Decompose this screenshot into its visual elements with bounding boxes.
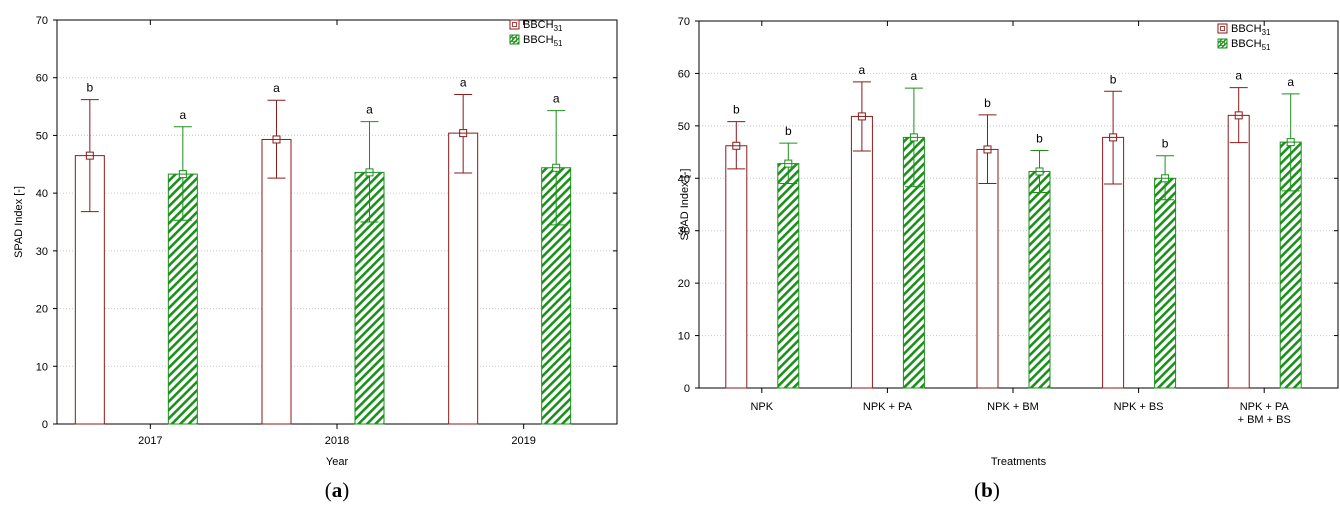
- x-tick-label: NPK + BS: [1114, 401, 1164, 413]
- significance-letter: b: [1110, 72, 1117, 86]
- x-tick-label: 2018: [325, 435, 349, 447]
- y-tick-label: 50: [36, 130, 48, 142]
- legend-label-bbch51: BBCH51: [523, 34, 563, 48]
- x-axis-label: Year: [326, 456, 349, 468]
- bar-bbch31: [976, 148, 999, 389]
- significance-letter: b: [1036, 131, 1043, 145]
- panel-label: (b): [974, 478, 1000, 502]
- legend-label-bbch31: BBCH31: [1231, 23, 1271, 37]
- y-tick-label: 50: [678, 121, 690, 133]
- x-tick-label: NPK + BM: [987, 401, 1039, 413]
- significance-letter: a: [460, 75, 467, 89]
- y-tick-label: 30: [36, 246, 48, 258]
- significance-letter: a: [179, 108, 186, 122]
- legend-label-text: BBCH: [1231, 38, 1262, 50]
- bar-bbch51: [1154, 177, 1177, 389]
- legend-label-subscript: 31: [554, 24, 563, 33]
- plot-frame: [56, 19, 618, 425]
- y-tick-label: 10: [678, 331, 690, 343]
- significance-letter: b: [733, 103, 740, 117]
- x-tick-label: 2019: [511, 435, 535, 447]
- significance-letter: a: [366, 103, 373, 117]
- bar-bbch31: [448, 132, 479, 425]
- y-axis-label: SPAD Index [-]: [13, 186, 25, 258]
- x-tick-label: NPK + PA + BM + BS: [1238, 401, 1291, 426]
- x-tick-label: 2017: [138, 435, 162, 447]
- legend-marker-bbch31: [512, 22, 517, 27]
- significance-letter: a: [273, 81, 280, 95]
- significance-letter: b: [86, 81, 93, 95]
- significance-letter: b: [1162, 137, 1169, 151]
- y-tick-label: 70: [678, 16, 690, 28]
- legend-label-subscript: 51: [554, 39, 563, 48]
- significance-letter: a: [1287, 75, 1294, 89]
- significance-letter: b: [785, 124, 792, 138]
- legend-swatch-bbch51: [509, 34, 520, 45]
- bar-bbch51: [777, 163, 800, 389]
- legend-label-text: BBCH: [1231, 23, 1262, 35]
- y-tick-label: 60: [36, 73, 48, 85]
- y-axis-label: SPAD Index [-]: [679, 169, 691, 241]
- y-tick-label: 70: [36, 15, 48, 27]
- legend-label-text: BBCH: [523, 19, 554, 31]
- panel-label-letter: b: [981, 478, 993, 502]
- chart-panel-a: 0 10 20 30 40 50 60 70 2017 2018 2019 b a a a a a BBCH31B…: [13, 15, 618, 502]
- y-tick-label: 60: [678, 68, 690, 80]
- bar-bbch31: [261, 138, 292, 425]
- x-tick-label: NPK + PA: [863, 401, 913, 413]
- significance-letter: b: [984, 96, 991, 110]
- legend-label-bbch31: BBCH31: [523, 19, 563, 33]
- legend-marker-bbch31: [1220, 26, 1225, 31]
- significance-letter: a: [553, 92, 560, 106]
- significance-letter: a: [911, 69, 918, 83]
- y-tick-label: 0: [42, 419, 48, 431]
- legend-label-bbch51: BBCH51: [1231, 38, 1271, 52]
- bar-bbch31: [1227, 114, 1250, 389]
- legend-label-subscript: 31: [1262, 28, 1271, 37]
- y-tick-label: 20: [36, 304, 48, 316]
- y-tick-label: 0: [684, 383, 690, 395]
- bar-bbch31: [725, 145, 748, 389]
- chart-panel-b: 0 10 20 30 40 50 60 70 NPK NPK + PA NPK + BM NPK + …: [678, 16, 1339, 502]
- panel-label-letter: a: [332, 478, 343, 502]
- x-axis-label: Treatments: [991, 456, 1047, 468]
- legend-marker-bbch51: [1220, 41, 1225, 46]
- legend-swatch-bbch51: [1217, 38, 1228, 49]
- legend-marker-bbch51: [512, 37, 517, 42]
- y-tick-label: 10: [36, 361, 48, 373]
- legend-label-text: BBCH: [523, 34, 554, 46]
- significance-letter: a: [1235, 69, 1242, 83]
- y-tick-label: 20: [678, 278, 690, 290]
- legend-label-subscript: 51: [1262, 43, 1271, 52]
- plot-frame: [698, 20, 1339, 389]
- bar-bbch51: [1028, 170, 1051, 389]
- panel-label: (a): [325, 478, 350, 502]
- bar-bbch31: [850, 115, 873, 389]
- y-tick-label: 40: [678, 173, 690, 185]
- legend-swatch-bbch31: [1217, 23, 1228, 34]
- legend-swatch-bbch31: [509, 19, 520, 30]
- significance-letter: a: [859, 63, 866, 77]
- y-tick-label: 30: [678, 226, 690, 238]
- x-tick-label: NPK: [750, 401, 773, 413]
- y-tick-label: 40: [36, 188, 48, 200]
